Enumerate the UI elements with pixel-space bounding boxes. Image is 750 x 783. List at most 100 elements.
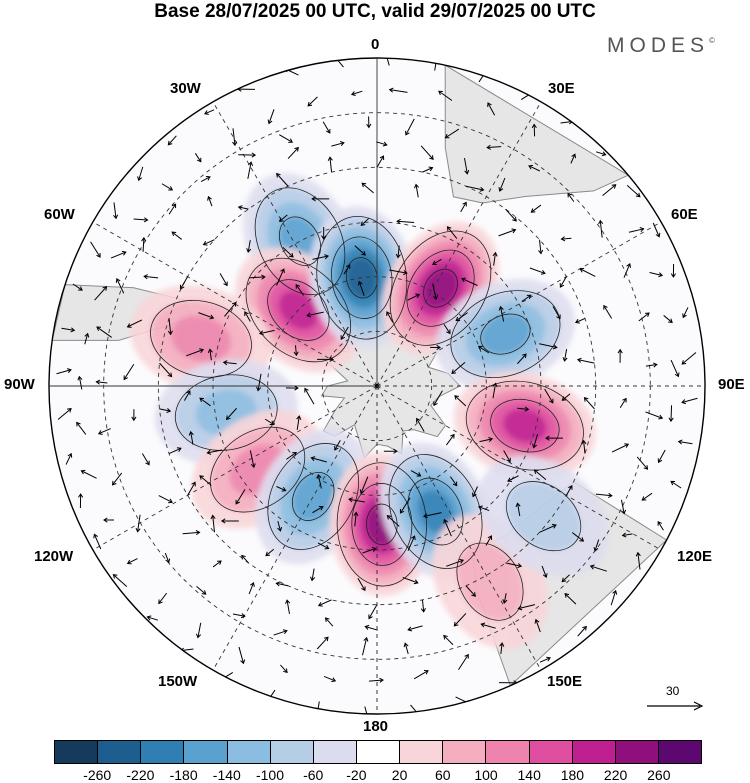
wind-arrow-icon bbox=[455, 312, 468, 322]
wind-arrow-icon bbox=[565, 484, 573, 496]
wind-arrow-icon bbox=[158, 592, 168, 605]
wind-arrow-icon bbox=[369, 677, 384, 683]
anomaly-contour bbox=[292, 472, 335, 521]
colorbar-ticks: -260 -220 -180 -140 -100 -60 -20 20 60 100 140 180 2… bbox=[54, 767, 702, 783]
wind-arrow-icon bbox=[343, 264, 351, 275]
wind-arrow-icon bbox=[296, 415, 302, 431]
wind-arrow-icon bbox=[602, 184, 617, 196]
wind-arrow-icon bbox=[137, 166, 144, 182]
contour-lines-high-105E bbox=[465, 380, 584, 471]
wind-arrow-icon bbox=[414, 183, 420, 198]
wind-arrow-icon bbox=[388, 87, 408, 93]
colorbar-tick-label: 20 bbox=[391, 767, 408, 783]
wind-arrow-icon bbox=[90, 241, 101, 258]
wind-arrow-icon bbox=[135, 514, 141, 533]
wind-arrow-icon bbox=[112, 574, 128, 588]
wind-arrow-icon bbox=[317, 356, 335, 362]
wind-arrow-icon bbox=[486, 144, 502, 150]
wind-arrow-icon bbox=[295, 283, 305, 296]
meridian-line bbox=[92, 385, 378, 551]
wind-arrow-icon bbox=[340, 326, 349, 340]
colorbar-box bbox=[486, 741, 530, 763]
anomaly-contour bbox=[423, 269, 458, 308]
wind-arrow-icon bbox=[225, 407, 237, 421]
lon-label-60w: 60W bbox=[44, 206, 75, 223]
colorbar-tick-label: -260 bbox=[83, 767, 112, 783]
contour-line bbox=[505, 481, 582, 552]
contour-lines-high-45W bbox=[245, 257, 352, 363]
wind-arrow-icon bbox=[322, 121, 331, 134]
wind-arrow-icon bbox=[544, 388, 554, 404]
anomaly-low-130E bbox=[478, 455, 609, 577]
wind-arrow-icon bbox=[78, 493, 84, 509]
wind-arrow-icon bbox=[517, 353, 527, 365]
wind-arrow-icon bbox=[168, 203, 177, 215]
wind-arrow-icon bbox=[357, 280, 365, 296]
contour-line bbox=[407, 477, 464, 546]
lon-label-60e: 60E bbox=[671, 206, 698, 223]
wind-arrow-icon bbox=[492, 251, 498, 266]
wind-arrow-icon bbox=[445, 433, 455, 446]
contour-line bbox=[316, 215, 408, 340]
map-axes bbox=[49, 58, 705, 714]
wind-arrow-icon bbox=[321, 227, 327, 240]
wind-arrow-icon bbox=[670, 263, 676, 278]
wind-arrow-icon bbox=[621, 532, 633, 538]
chart-title: Base 28/07/2025 00 UTC, valid 29/07/2025… bbox=[154, 1, 596, 22]
contour-line bbox=[490, 398, 560, 453]
wind-arrow-icon bbox=[360, 218, 369, 226]
wind-arrow-icon bbox=[623, 263, 631, 278]
wind-arrow-icon bbox=[460, 201, 467, 213]
wind-arrow-icon bbox=[210, 514, 216, 533]
wind-arrow-icon bbox=[65, 452, 73, 465]
wind-arrow-icon bbox=[97, 428, 111, 435]
wind-arrow-icon bbox=[681, 352, 697, 365]
wind-arrow-icon bbox=[282, 246, 294, 258]
wind-arrow-icon bbox=[368, 604, 378, 620]
wind-arrow-icon bbox=[564, 593, 577, 605]
wind-arrow-icon bbox=[641, 492, 653, 501]
wind-arrow-icon bbox=[682, 307, 689, 319]
wind-arrow-icon bbox=[465, 185, 485, 192]
wind-arrow-icon bbox=[395, 245, 401, 259]
wind-arrow-icon bbox=[362, 636, 369, 656]
wind-arrow-icon bbox=[413, 670, 429, 680]
wind-arrow-icon bbox=[276, 268, 285, 286]
wind-arrow-icon bbox=[539, 656, 551, 663]
wind-arrow-icon bbox=[293, 345, 299, 357]
polar-map bbox=[48, 57, 706, 715]
brand-mark: © bbox=[709, 36, 715, 45]
wind-arrow-icon bbox=[306, 311, 324, 318]
wind-arrow-icon bbox=[507, 475, 519, 483]
wind-arrow-icon bbox=[80, 469, 97, 479]
wind-arrow-icon bbox=[454, 395, 467, 407]
africa-landmass bbox=[444, 64, 630, 204]
wind-arrow-icon bbox=[531, 123, 537, 137]
wind-arrow-icon bbox=[396, 218, 415, 225]
wind-arrow-icon bbox=[430, 344, 442, 351]
wind-arrow-icon bbox=[143, 274, 159, 280]
wind-arrow-icon bbox=[199, 397, 211, 407]
wind-arrow-icon bbox=[212, 560, 222, 568]
wind-arrow-icon bbox=[581, 439, 587, 454]
wind-arrow-icon bbox=[579, 267, 596, 277]
contour-line bbox=[245, 257, 352, 363]
wind-arrow-icon bbox=[238, 152, 257, 158]
meridian-line bbox=[376, 221, 662, 387]
wind-arrow-icon bbox=[141, 453, 150, 466]
wind-arrow-icon bbox=[552, 306, 561, 320]
wind-arrow-icon bbox=[505, 208, 517, 222]
wind-arrow-icon bbox=[521, 294, 532, 302]
wind-arrow-icon bbox=[267, 109, 275, 125]
wind-arrow-icon bbox=[61, 327, 76, 333]
wind-arrow-icon bbox=[327, 156, 333, 173]
contour-lines-low-65E bbox=[450, 290, 561, 379]
wind-arrow-icon bbox=[432, 258, 442, 266]
wind-arrow-icon bbox=[279, 134, 294, 143]
colorbar-box bbox=[658, 741, 702, 763]
colorbar-box bbox=[529, 741, 573, 763]
wind-arrow-icon bbox=[574, 317, 586, 324]
meridian-line bbox=[376, 385, 662, 551]
wind-arrow-icon bbox=[595, 151, 607, 157]
wind-arrow-icon bbox=[561, 393, 571, 401]
